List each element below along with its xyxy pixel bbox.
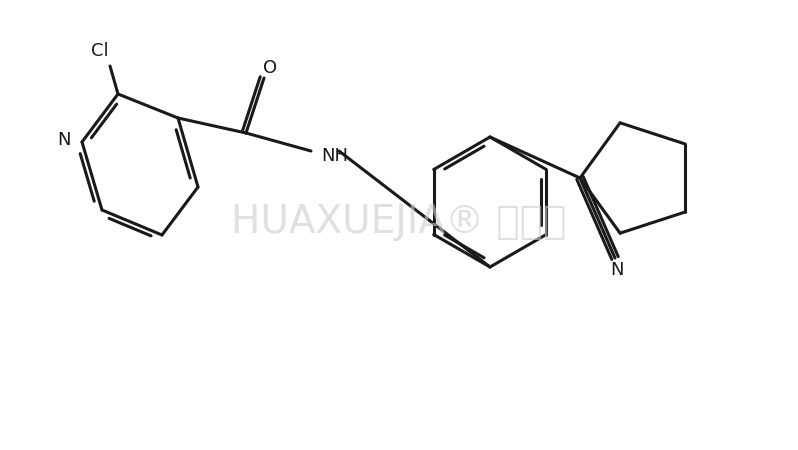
Text: HUAXUEJIA® 化学加: HUAXUEJIA® 化学加 — [231, 203, 567, 241]
Text: N: N — [610, 261, 624, 279]
Text: NH: NH — [321, 147, 348, 165]
Text: O: O — [263, 59, 277, 77]
Text: N: N — [57, 131, 71, 149]
Text: Cl: Cl — [91, 42, 109, 60]
